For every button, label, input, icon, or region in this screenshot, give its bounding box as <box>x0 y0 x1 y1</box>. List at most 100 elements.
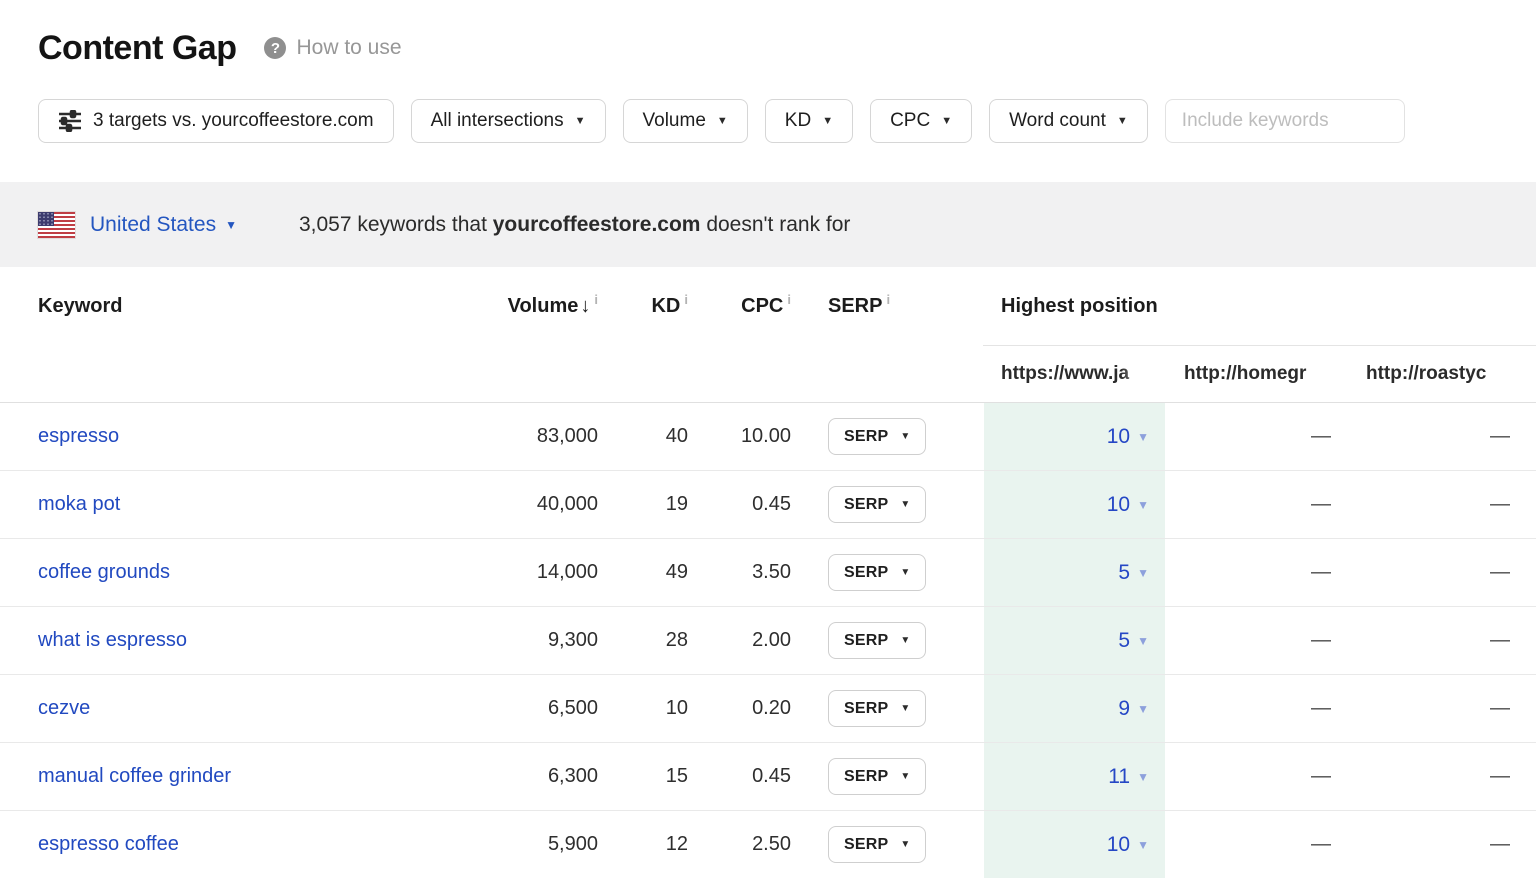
table-row: cezve 6,500 10 0.20 SERP ▼ 9 ▼ — — <box>0 675 1536 743</box>
intersections-dropdown[interactable]: All intersections ▼ <box>410 99 606 143</box>
keyword-link[interactable]: manual coffee grinder <box>38 765 232 787</box>
position-value: 10 <box>1106 492 1131 516</box>
serp-dropdown-button[interactable]: SERP ▼ <box>828 826 927 863</box>
column-header-serp: SERP i <box>828 291 891 317</box>
volume-cell: 6,500 <box>547 697 598 719</box>
how-to-use-link[interactable]: ? How to use <box>264 36 402 60</box>
serp-button-label: SERP <box>844 427 889 445</box>
country-selector[interactable]: United States ▼ <box>90 213 237 237</box>
volume-filter-dropdown[interactable]: Volume ▼ <box>622 99 748 143</box>
cpc-filter-dropdown[interactable]: CPC ▼ <box>870 99 973 143</box>
keywords-table-body: espresso 83,000 40 10.00 SERP ▼ 10 ▼ — —… <box>0 403 1536 878</box>
highest-position-cell: 10 ▼ <box>984 403 1165 470</box>
chevron-down-icon: ▼ <box>1137 429 1149 444</box>
target-column-header-2: http://homegr <box>1165 362 1349 385</box>
target3-position-cell: — <box>1490 425 1510 447</box>
info-icon[interactable]: i <box>684 291 688 307</box>
header-sub-divider <box>983 345 1536 346</box>
position-dropdown[interactable]: 5 ▼ <box>1118 629 1149 653</box>
chevron-down-icon: ▼ <box>1137 701 1149 716</box>
serp-button-label: SERP <box>844 699 889 717</box>
kd-cell: 40 <box>665 425 688 447</box>
target2-position-cell: — <box>1311 493 1331 515</box>
keyword-link[interactable]: coffee grounds <box>38 561 170 583</box>
position-dropdown[interactable]: 11 ▼ <box>1108 765 1149 789</box>
column-header-cpc[interactable]: CPC i <box>741 291 791 317</box>
chevron-down-icon: ▼ <box>941 114 953 127</box>
column-header-kd[interactable]: KD i <box>651 291 688 317</box>
target2-position-cell: — <box>1311 629 1331 651</box>
help-question-icon: ? <box>264 37 287 59</box>
chevron-down-icon: ▼ <box>1137 565 1149 580</box>
volume-cell: 40,000 <box>536 493 598 515</box>
cpc-cell: 0.45 <box>752 493 791 515</box>
kd-filter-dropdown[interactable]: KD ▼ <box>764 99 854 143</box>
volume-cell: 6,300 <box>547 765 598 787</box>
serp-dropdown-button[interactable]: SERP ▼ <box>828 622 927 659</box>
keyword-link[interactable]: cezve <box>38 697 91 719</box>
position-dropdown[interactable]: 10 ▼ <box>1107 493 1149 517</box>
serp-dropdown-button[interactable]: SERP ▼ <box>828 486 927 523</box>
keyword-link[interactable]: what is espresso <box>38 629 187 651</box>
column-header-volume[interactable]: Volume ↓ i <box>507 291 598 317</box>
chevron-down-icon: ▼ <box>900 566 911 578</box>
us-flag-icon <box>37 210 76 239</box>
sort-desc-icon: ↓ <box>580 294 591 317</box>
kd-cell: 12 <box>665 833 688 855</box>
table-row: coffee grounds 14,000 49 3.50 SERP ▼ 5 ▼… <box>0 539 1536 607</box>
keyword-link[interactable]: espresso <box>38 425 120 447</box>
word-count-filter-dropdown[interactable]: Word count ▼ <box>989 99 1148 143</box>
serp-dropdown-button[interactable]: SERP ▼ <box>828 554 927 591</box>
chevron-down-icon: ▼ <box>1137 769 1149 784</box>
target2-position-cell: — <box>1311 765 1331 787</box>
keyword-link[interactable]: moka pot <box>38 493 121 515</box>
chevron-down-icon: ▼ <box>900 634 911 646</box>
serp-button-label: SERP <box>844 495 889 513</box>
position-value: 5 <box>1118 560 1131 584</box>
filter-toolbar: 3 targets vs. yourcoffeestore.com All in… <box>38 99 1536 143</box>
position-dropdown[interactable]: 5 ▼ <box>1118 561 1149 585</box>
word-count-filter-label: Word count <box>1009 110 1106 131</box>
kd-cell: 15 <box>665 765 688 787</box>
targets-config-button[interactable]: 3 targets vs. yourcoffeestore.com <box>38 99 394 143</box>
chevron-down-icon: ▼ <box>1116 114 1128 127</box>
sliders-icon <box>59 110 81 132</box>
chevron-down-icon: ▼ <box>900 702 911 714</box>
volume-cell: 9,300 <box>547 629 598 651</box>
info-icon[interactable]: i <box>886 291 891 307</box>
highest-position-cell: 5 ▼ <box>984 607 1165 674</box>
target2-position-cell: — <box>1311 697 1331 719</box>
target3-position-cell: — <box>1490 765 1510 787</box>
volume-cell: 14,000 <box>536 561 598 583</box>
column-header-keyword[interactable]: Keyword <box>38 294 123 317</box>
serp-dropdown-button[interactable]: SERP ▼ <box>828 758 927 795</box>
position-value: 11 <box>1108 764 1131 788</box>
info-icon[interactable]: i <box>594 291 598 307</box>
position-dropdown[interactable]: 10 ▼ <box>1107 833 1149 857</box>
cpc-cell: 3.50 <box>752 561 791 583</box>
how-to-use-label: How to use <box>296 36 402 59</box>
serp-button-label: SERP <box>844 563 889 581</box>
volume-filter-label: Volume <box>642 110 706 131</box>
chevron-down-icon: ▼ <box>900 838 911 850</box>
cpc-cell: 0.45 <box>752 765 791 787</box>
table-row: manual coffee grinder 6,300 15 0.45 SERP… <box>0 743 1536 811</box>
table-header: Keyword Volume ↓ i KD i CPC i SERP i Highest … <box>0 267 1536 403</box>
kd-cell: 28 <box>665 629 688 651</box>
keyword-link[interactable]: espresso coffee <box>38 833 179 855</box>
kd-cell: 10 <box>665 697 688 719</box>
page-header: Content Gap ? How to use <box>0 0 1536 70</box>
cpc-cell: 10.00 <box>740 425 791 447</box>
include-keywords-input[interactable] <box>1164 99 1405 143</box>
serp-dropdown-button[interactable]: SERP ▼ <box>828 418 927 455</box>
cpc-filter-label: CPC <box>890 110 931 131</box>
position-dropdown[interactable]: 9 ▼ <box>1118 697 1149 721</box>
serp-dropdown-button[interactable]: SERP ▼ <box>828 690 927 727</box>
info-icon[interactable]: i <box>787 291 791 307</box>
keywords-summary: 3,057 keywords that yourcoffeestore.com … <box>298 212 851 236</box>
chevron-down-icon: ▼ <box>900 498 911 510</box>
target3-position-cell: — <box>1490 697 1510 719</box>
page-title: Content Gap <box>38 28 237 67</box>
position-dropdown[interactable]: 10 ▼ <box>1107 425 1149 449</box>
volume-cell: 83,000 <box>536 425 598 447</box>
